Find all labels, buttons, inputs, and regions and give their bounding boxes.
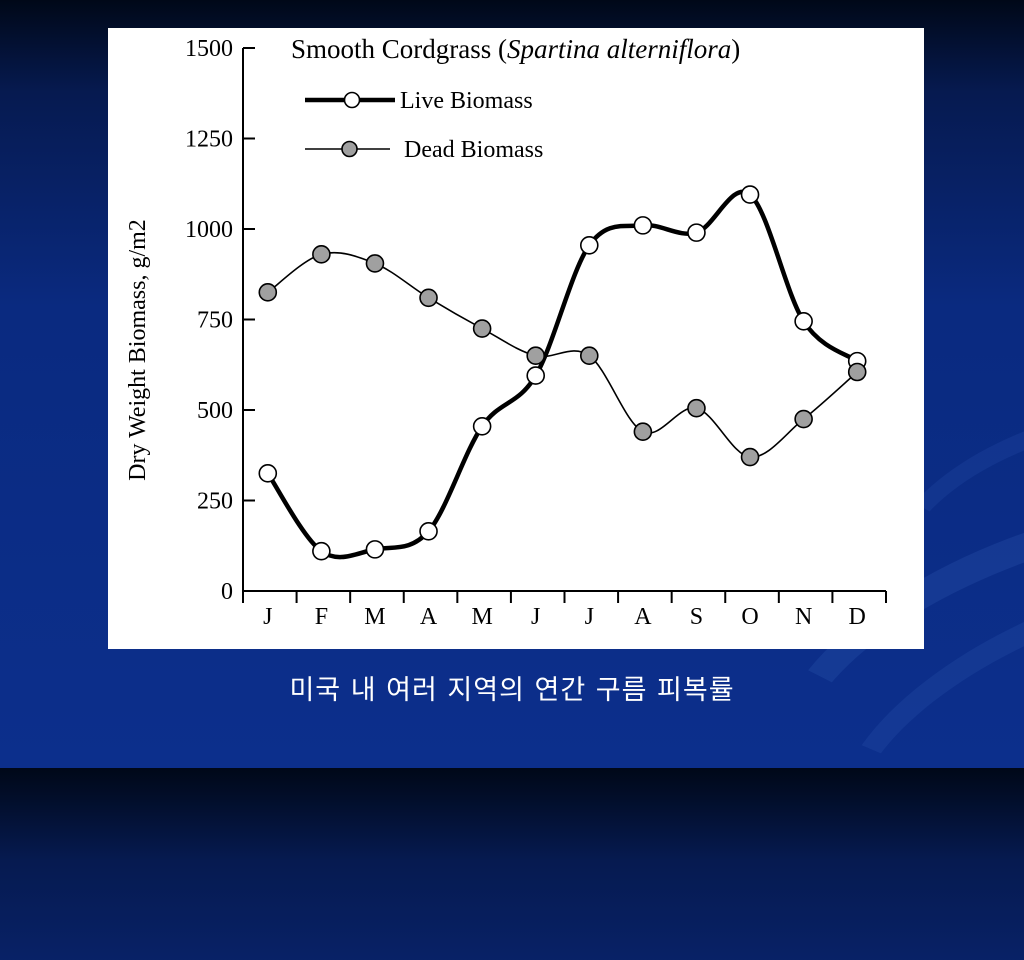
biomass-line-chart: 0 250 500 750 1000 1250 1500 J F M A M J J A S O N D Smoo…	[125, 34, 887, 630]
chart-legend: Live Biomass Dead Biomass	[305, 88, 543, 163]
x-tick-label: A	[634, 604, 652, 630]
dead-biomass-line	[267, 251, 858, 458]
chart-series-points	[258, 185, 867, 561]
y-axis-ticks: 0 250 500 750 1000 1250 1500	[185, 36, 255, 605]
live-biomass-point	[526, 366, 546, 385]
live-biomass-point	[472, 416, 492, 436]
live-biomass-line	[265, 189, 859, 560]
y-tick-label: 250	[197, 489, 233, 515]
dead-biomass-point	[847, 362, 867, 382]
dead-biomass-point	[419, 288, 438, 308]
live-biomass-point	[579, 235, 599, 255]
x-tick-label: A	[420, 604, 438, 630]
dead-biomass-point	[472, 319, 492, 338]
dead-biomass-point	[794, 409, 813, 429]
x-tick-label: J	[263, 604, 272, 630]
legend-live-biomass-marker	[343, 91, 361, 109]
live-biomass-point	[740, 185, 760, 204]
x-tick-label: S	[690, 604, 703, 630]
y-tick-label: 500	[197, 398, 233, 424]
dead-biomass-point	[687, 398, 706, 418]
dead-biomass-point	[312, 245, 331, 264]
chart-title-prefix: Smooth Cordgrass (	[291, 34, 507, 64]
chart-axes	[242, 48, 886, 592]
x-tick-label: M	[471, 604, 492, 630]
dead-biomass-point	[365, 254, 385, 273]
dead-biomass-point	[579, 346, 599, 366]
chart-title-suffix: )	[731, 34, 740, 64]
x-tick-label: J	[531, 604, 540, 630]
y-tick-label: 1500	[185, 36, 233, 62]
y-axis-label: Dry Weight Biomass, g/m2	[125, 219, 151, 481]
dead-biomass-point	[258, 283, 278, 302]
chart-title-species: Spartina alterniflora	[507, 34, 731, 64]
live-biomass-point	[365, 540, 385, 559]
y-tick-label: 1250	[185, 127, 233, 153]
dead-biomass-point	[740, 447, 760, 467]
live-biomass-point	[312, 541, 331, 561]
dead-biomass-point	[633, 422, 653, 442]
live-biomass-point	[687, 223, 706, 242]
y-tick-label: 750	[197, 308, 233, 334]
legend-dead-biomass-marker	[341, 140, 358, 158]
x-tick-label: O	[741, 604, 758, 630]
chart-series-lines	[265, 189, 859, 560]
x-tick-label: N	[795, 604, 812, 630]
slide-caption: 미국 내 여러 지역의 연간 구름 피복률	[289, 675, 735, 706]
chart-panel: 0 250 500 750 1000 1250 1500 J F M A M J J A S O N D Smoo…	[108, 28, 924, 649]
live-biomass-point	[794, 312, 813, 331]
chart-title: Smooth Cordgrass (Spartina alterniflora)	[291, 34, 740, 64]
live-biomass-point	[419, 521, 438, 541]
live-biomass-point	[633, 216, 653, 235]
live-biomass-point	[258, 464, 278, 483]
x-tick-label: M	[364, 604, 385, 630]
legend-live-biomass-label: Live Biomass	[400, 88, 533, 114]
y-tick-label: 0	[221, 579, 233, 605]
y-tick-label: 1000	[185, 217, 233, 243]
x-tick-label: F	[315, 604, 328, 630]
x-tick-label: J	[585, 604, 594, 630]
dead-biomass-point	[526, 346, 546, 366]
legend-dead-biomass-label: Dead Biomass	[404, 137, 543, 163]
x-tick-label: D	[849, 604, 866, 630]
